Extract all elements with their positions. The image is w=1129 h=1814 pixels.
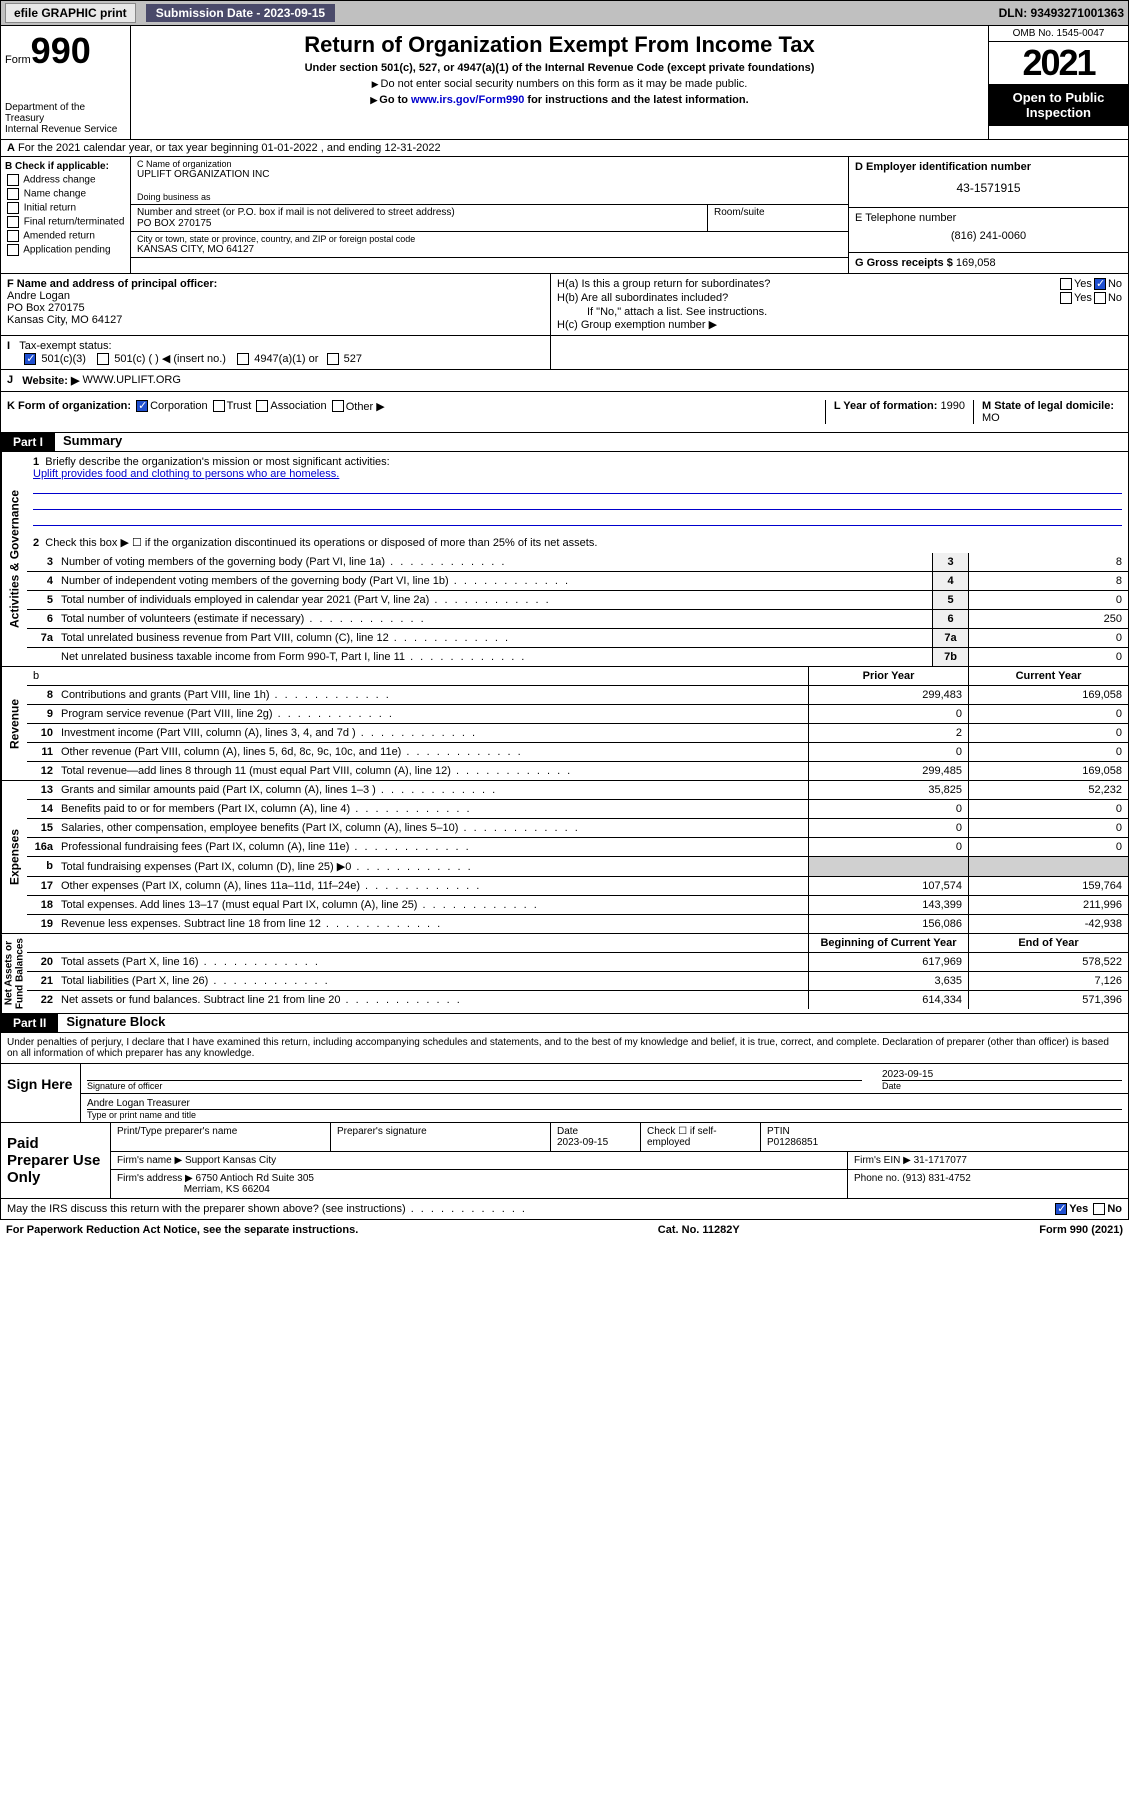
h-a: H(a) Is this a group return for subordin…	[557, 278, 1122, 290]
form-title: Return of Organization Exempt From Incom…	[139, 32, 980, 58]
summary-line: 3Number of voting members of the governi…	[27, 553, 1128, 572]
phone-block: E Telephone number (816) 241-0060	[849, 208, 1128, 253]
ein-block: D Employer identification number 43-1571…	[849, 157, 1128, 208]
submission-date: Submission Date - 2023-09-15	[146, 4, 335, 22]
part1-header: Part ISummary	[0, 433, 1129, 452]
footer: For Paperwork Reduction Act Notice, see …	[0, 1220, 1129, 1240]
perjury-declaration: Under penalties of perjury, I declare th…	[1, 1033, 1128, 1063]
dept-treasury: Department of the Treasury	[5, 102, 126, 124]
cb-no[interactable]	[1093, 1203, 1105, 1215]
gross-receipts: G Gross receipts $ 169,058	[849, 253, 1128, 273]
officer-name: Andre Logan	[7, 290, 70, 302]
suite-block: Room/suite	[708, 205, 848, 231]
irs-link[interactable]: www.irs.gov/Form990	[411, 94, 524, 106]
cb-yes[interactable]	[1055, 1203, 1067, 1215]
cb-501c3[interactable]	[24, 353, 36, 365]
cb-address-change[interactable]: Address change	[5, 174, 126, 186]
summary-line: 13Grants and similar amounts paid (Part …	[27, 781, 1128, 800]
subtitle-2: Do not enter social security numbers on …	[139, 78, 980, 90]
cb-corp[interactable]	[136, 400, 148, 412]
b-label: b	[27, 667, 808, 685]
irs-label: Internal Revenue Service	[5, 124, 126, 135]
tab-netassets: Net Assets orFund Balances	[1, 934, 27, 1013]
ein: 43-1571915	[855, 173, 1122, 203]
firm-ein: 31-1717077	[914, 1155, 967, 1166]
summary-line: 17Other expenses (Part IX, column (A), l…	[27, 877, 1128, 896]
year-formation: L Year of formation: 1990	[825, 400, 973, 424]
dln: DLN: 93493271001363	[999, 6, 1124, 20]
h-note: If "No," attach a list. See instructions…	[557, 306, 1122, 318]
row-f-h: F Name and address of principal officer:…	[0, 274, 1129, 336]
street: PO BOX 270175	[137, 218, 701, 229]
row-a-tax-year: A For the 2021 calendar year, or tax yea…	[0, 140, 1129, 157]
part1-governance: Activities & Governance 1 Briefly descri…	[0, 452, 1129, 667]
form-number: Form990	[5, 30, 126, 72]
summary-line: 12Total revenue—add lines 8 through 11 (…	[27, 762, 1128, 780]
subtitle-1: Under section 501(c), 527, or 4947(a)(1)…	[139, 62, 980, 74]
paid-preparer-label: Paid Preparer Use Only	[1, 1123, 111, 1198]
sign-here-label: Sign Here	[1, 1064, 81, 1122]
row-j: J Website: ▶ WWW.UPLIFT.ORG	[0, 370, 1129, 392]
cb-final-return[interactable]: Final return/terminated	[5, 216, 126, 228]
website: WWW.UPLIFT.ORG	[83, 374, 181, 387]
summary-line: Net unrelated business taxable income fr…	[27, 648, 1128, 666]
summary-line: 20Total assets (Part X, line 16)617,9695…	[27, 953, 1128, 972]
summary-line: bTotal fundraising expenses (Part IX, co…	[27, 857, 1128, 877]
col-b-checkboxes: B Check if applicable: Address change Na…	[1, 157, 131, 273]
top-bar: efile GRAPHIC print Submission Date - 20…	[0, 0, 1129, 26]
summary-line: 5Total number of individuals employed in…	[27, 591, 1128, 610]
may-irs-discuss: May the IRS discuss this return with the…	[0, 1199, 1129, 1220]
summary-line: 21Total liabilities (Part X, line 26)3,6…	[27, 972, 1128, 991]
tax-year: 2021	[989, 42, 1128, 84]
firm-phone: (913) 831-4752	[902, 1173, 970, 1184]
summary-line: 9Program service revenue (Part VIII, lin…	[27, 705, 1128, 724]
summary-line: 4Number of independent voting members of…	[27, 572, 1128, 591]
summary-line: 16aProfessional fundraising fees (Part I…	[27, 838, 1128, 857]
summary-line: 7aTotal unrelated business revenue from …	[27, 629, 1128, 648]
subtitle-3: Go to www.irs.gov/Form990 for instructio…	[139, 94, 980, 106]
street-block: Number and street (or P.O. box if mail i…	[131, 205, 708, 231]
row-k: K Form of organization: Corporation Trus…	[0, 392, 1129, 433]
firm-addr: 6750 Antioch Rd Suite 305	[196, 1173, 314, 1184]
city-block: City or town, state or province, country…	[131, 232, 848, 258]
part1-revenue: Revenue bPrior YearCurrent Year 8Contrib…	[0, 667, 1129, 781]
mission-text: Uplift provides food and clothing to per…	[33, 468, 339, 480]
part1-netassets: Net Assets orFund Balances Beginning of …	[0, 934, 1129, 1014]
summary-line: 14Benefits paid to or for members (Part …	[27, 800, 1128, 819]
h-b: H(b) Are all subordinates included? Yes …	[557, 292, 1122, 304]
cb-app-pending[interactable]: Application pending	[5, 244, 126, 256]
part2-header: Part IISignature Block	[0, 1014, 1129, 1033]
section-b-c: B Check if applicable: Address change Na…	[0, 157, 1129, 274]
org-name-block: C Name of organization UPLIFT ORGANIZATI…	[131, 157, 848, 205]
summary-line: 18Total expenses. Add lines 13–17 (must …	[27, 896, 1128, 915]
city: KANSAS CITY, MO 64127	[137, 244, 842, 255]
summary-line: 6Total number of volunteers (estimate if…	[27, 610, 1128, 629]
summary-line: 11Other revenue (Part VIII, column (A), …	[27, 743, 1128, 762]
org-name: UPLIFT ORGANIZATION INC	[137, 169, 842, 180]
form-header: Form990 Department of the Treasury Inter…	[0, 26, 1129, 140]
ptin: P01286851	[767, 1137, 818, 1148]
signature-block: Under penalties of perjury, I declare th…	[0, 1033, 1129, 1199]
open-public: Open to Public Inspection	[989, 84, 1128, 126]
state-domicile: M State of legal domicile:MO	[973, 400, 1122, 424]
cb-name-change[interactable]: Name change	[5, 188, 126, 200]
officer-typed-name: Andre Logan Treasurer	[87, 1098, 190, 1109]
summary-line: 15Salaries, other compensation, employee…	[27, 819, 1128, 838]
cb-amended-return[interactable]: Amended return	[5, 230, 126, 242]
cb-initial-return[interactable]: Initial return	[5, 202, 126, 214]
tab-expenses: Expenses	[1, 781, 27, 933]
tab-activities: Activities & Governance	[1, 452, 27, 666]
summary-line: 10Investment income (Part VIII, column (…	[27, 724, 1128, 743]
omb-number: OMB No. 1545-0047	[989, 26, 1128, 42]
phone: (816) 241-0060	[855, 224, 1122, 248]
summary-line: 8Contributions and grants (Part VIII, li…	[27, 686, 1128, 705]
row-i: I Tax-exempt status: 501(c)(3) 501(c) ( …	[0, 336, 1129, 370]
h-c: H(c) Group exemption number ▶	[557, 318, 1122, 331]
tab-revenue: Revenue	[1, 667, 27, 780]
summary-line: 22Net assets or fund balances. Subtract …	[27, 991, 1128, 1009]
firm-name: Support Kansas City	[185, 1155, 276, 1166]
part1-expenses: Expenses 13Grants and similar amounts pa…	[0, 781, 1129, 934]
efile-button[interactable]: efile GRAPHIC print	[5, 3, 136, 23]
summary-line: 19Revenue less expenses. Subtract line 1…	[27, 915, 1128, 933]
